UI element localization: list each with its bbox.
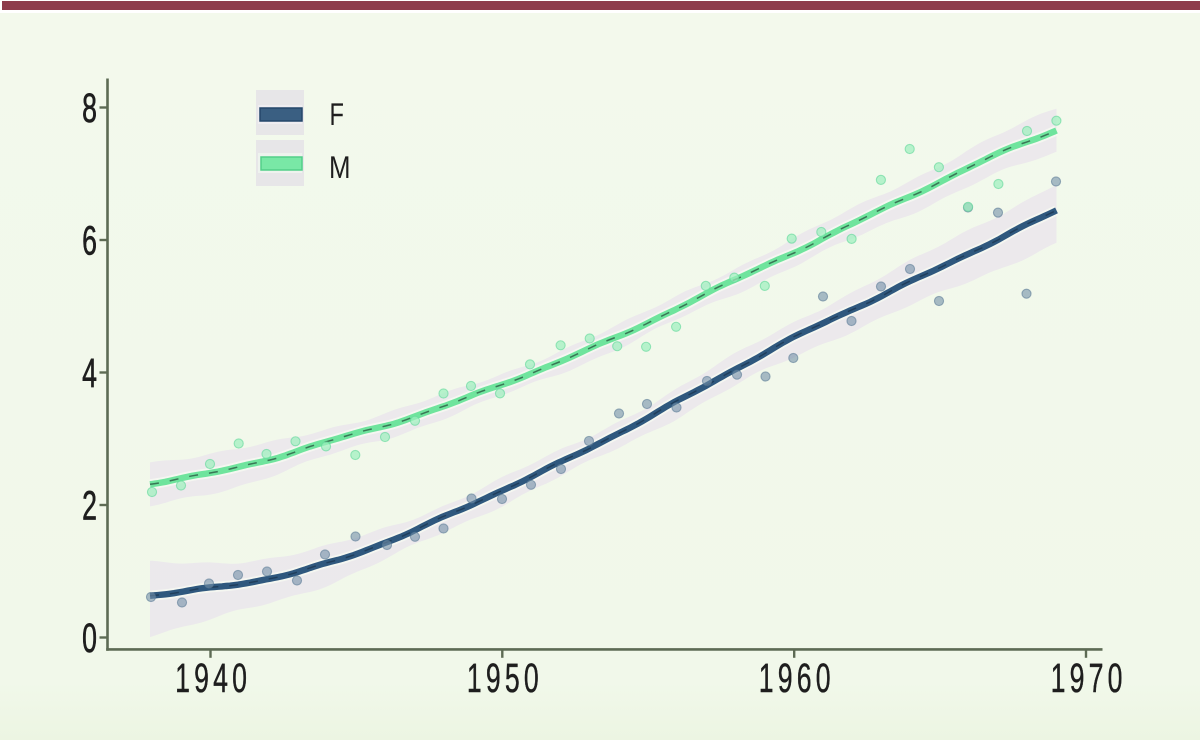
svg-text:2: 2 bbox=[82, 483, 97, 529]
svg-text:6: 6 bbox=[82, 218, 97, 264]
svg-text:4: 4 bbox=[82, 350, 97, 396]
svg-text:1950: 1950 bbox=[467, 655, 543, 701]
svg-text:0: 0 bbox=[82, 615, 97, 661]
svg-text:8: 8 bbox=[82, 85, 97, 131]
svg-text:1970: 1970 bbox=[1051, 655, 1127, 701]
svg-text:1960: 1960 bbox=[759, 655, 835, 701]
svg-text:1940: 1940 bbox=[175, 655, 251, 701]
svg-text:F: F bbox=[330, 96, 344, 132]
svg-text:M: M bbox=[329, 149, 351, 185]
